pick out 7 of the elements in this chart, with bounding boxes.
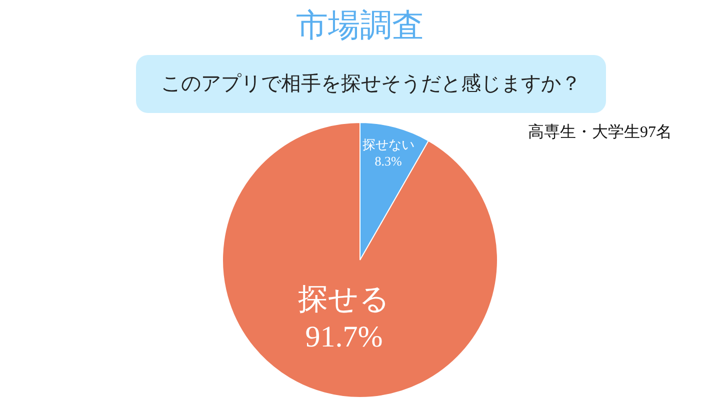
text: 高専生・大学生97名 bbox=[528, 122, 672, 143]
chart-title: 市場調査 bbox=[295, 5, 425, 46]
chart-subtitle: このアプリで相手を探せそうだと感じますか？ bbox=[136, 55, 606, 113]
slice-label: 探せる bbox=[298, 282, 390, 316]
slice-label: 探せない bbox=[362, 137, 414, 152]
data-label: 8.3% bbox=[374, 153, 402, 168]
data-label: 91.7% bbox=[305, 320, 383, 354]
